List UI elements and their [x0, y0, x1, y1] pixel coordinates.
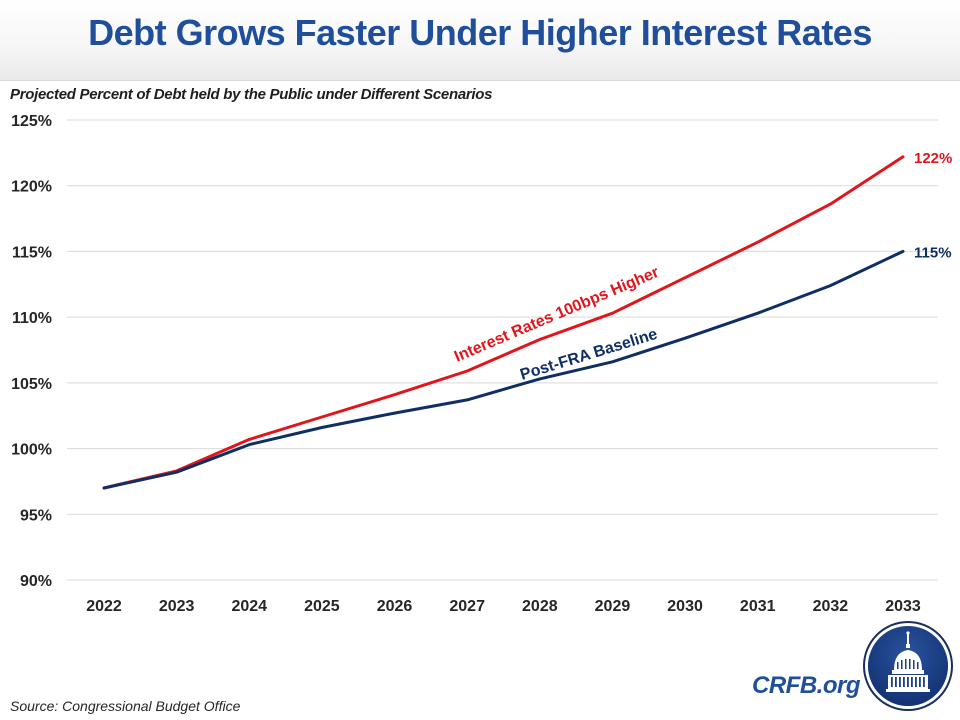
brand-link[interactable]: CRFB.org [752, 672, 860, 699]
x-tick-label: 2029 [595, 598, 631, 615]
chart-subtitle: Projected Percent of Debt held by the Pu… [10, 86, 493, 103]
y-tick-label: 90% [20, 573, 52, 590]
x-tick-label: 2030 [667, 598, 703, 615]
y-tick-label: 110% [12, 310, 52, 327]
x-axis-ticks: 2022 2023 2024 2025 2026 2027 2028 2029 2030 2031… [86, 598, 921, 615]
y-tick-label: 95% [20, 507, 52, 524]
capitol-dome-logo-icon [863, 621, 953, 711]
end-value-labels: 122% 115% [914, 150, 952, 262]
end-value-label: 122% [914, 150, 952, 167]
source-note: Source: Congressional Budget Office [10, 698, 241, 714]
series-line-higher-rates [102, 155, 905, 490]
x-tick-label: 2032 [813, 598, 849, 615]
chart-title: Debt Grows Faster Under Higher Interest … [88, 12, 872, 53]
x-tick-label: 2028 [522, 598, 558, 615]
x-tick-label: 2031 [740, 598, 776, 615]
series-line-baseline [102, 249, 905, 490]
x-tick-label: 2027 [449, 598, 485, 615]
series-labels: Interest Rates 100bps Higher Post-FRA Ba… [452, 264, 662, 384]
x-tick-label: 2025 [304, 598, 340, 615]
y-tick-label: 100% [11, 442, 52, 459]
header-band: Debt Grows Faster Under Higher Interest … [0, 0, 960, 81]
y-tick-label: 115% [12, 244, 52, 261]
y-tick-label: 120% [11, 179, 52, 196]
y-axis-ticks: 90% 95% 100% 105% 110% 115% 120% 125% [11, 113, 52, 590]
y-tick-label: 105% [11, 376, 52, 393]
end-value-label: 115% [914, 244, 952, 261]
x-tick-label: 2026 [377, 598, 413, 615]
y-tick-label: 125% [11, 113, 52, 130]
x-tick-label: 2024 [231, 598, 267, 615]
x-tick-label: 2023 [159, 598, 195, 615]
gridlines [67, 119, 938, 581]
x-tick-label: 2022 [86, 598, 122, 615]
x-tick-label: 2033 [885, 598, 921, 615]
series-lines [102, 155, 905, 490]
